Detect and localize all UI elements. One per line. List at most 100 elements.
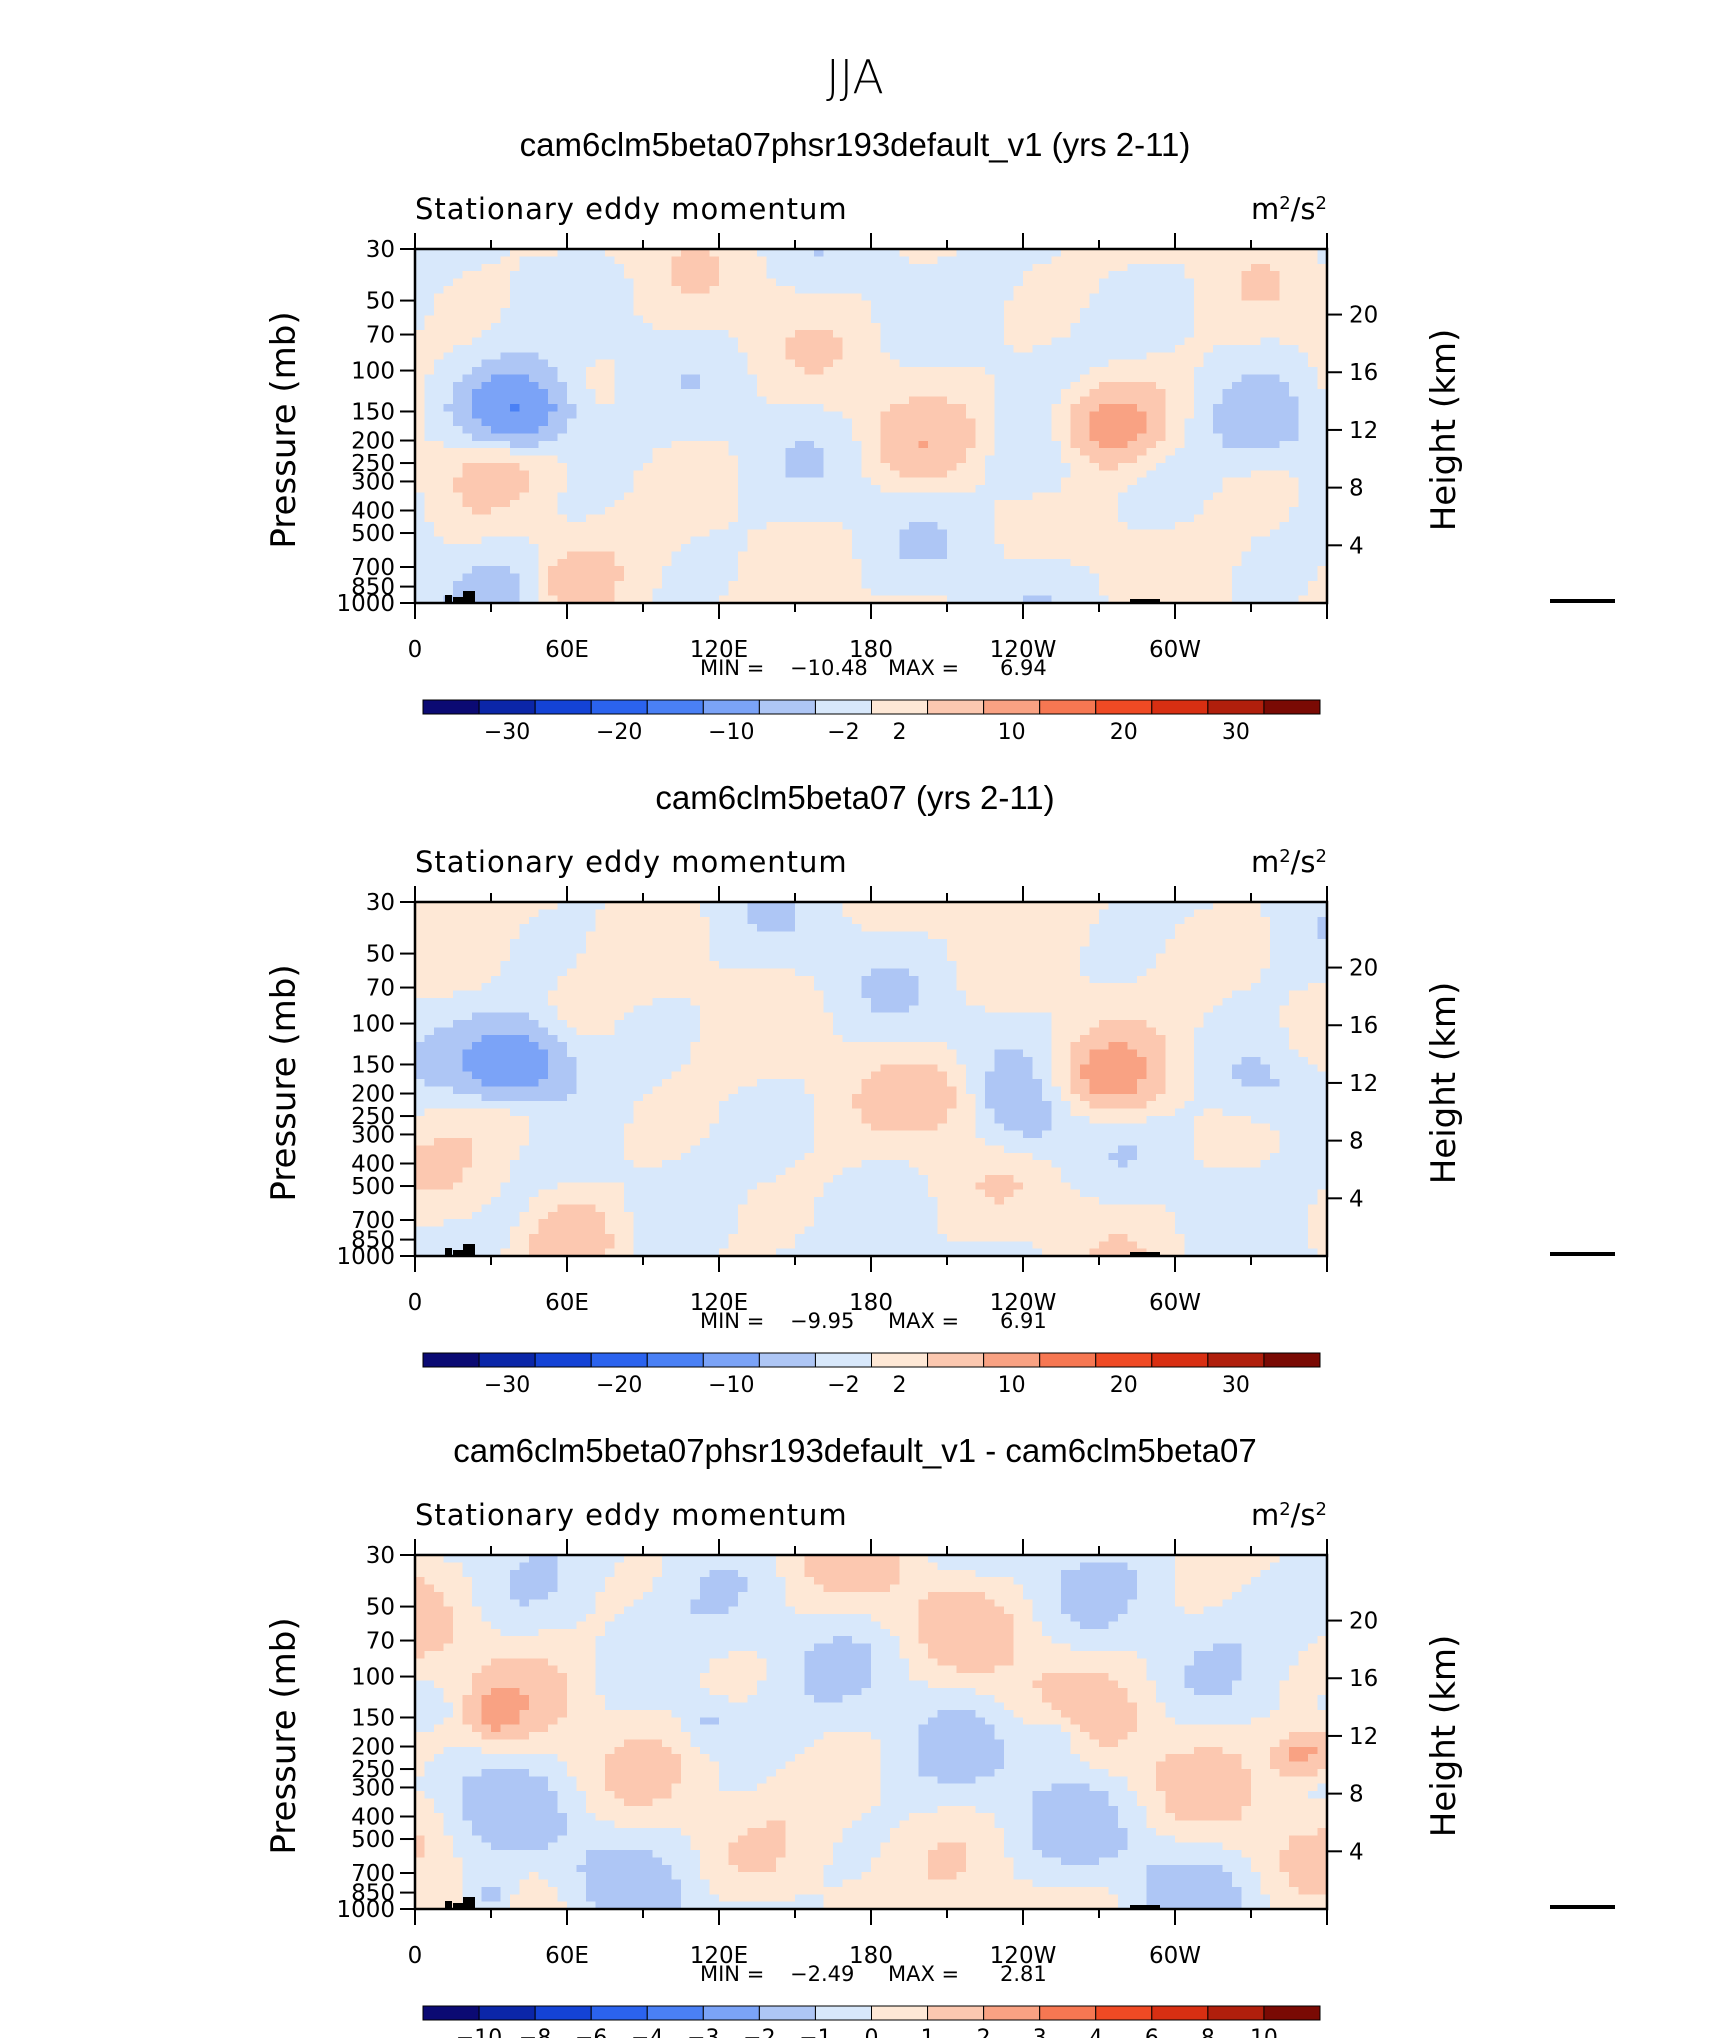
heatmap-cell [833, 308, 844, 316]
heatmap-cell [662, 367, 673, 375]
heatmap-cell [633, 588, 644, 597]
heatmap-cell [605, 426, 616, 434]
heatmap-cell [1023, 322, 1034, 331]
heatmap-cell [1251, 477, 1262, 486]
heatmap-cell [671, 418, 682, 427]
heatmap-cell [709, 285, 720, 294]
heatmap-cell [804, 352, 815, 361]
heatmap-cell [1146, 440, 1157, 449]
heatmap-cell [491, 588, 502, 597]
heatmap-cell [823, 403, 834, 412]
heatmap-cell [1118, 337, 1129, 346]
heatmap-cell [1279, 573, 1290, 582]
heatmap-cell [966, 426, 977, 434]
heatmap-cell [1108, 499, 1119, 508]
heatmap-cell [937, 381, 948, 390]
heatmap-cell [1194, 300, 1205, 309]
heatmap-cell [643, 440, 654, 449]
heatmap-cell [757, 426, 768, 434]
heatmap-cell [453, 558, 464, 567]
heatmap-cell [785, 916, 796, 925]
heatmap-cell [804, 529, 815, 538]
heatmap-cell [985, 573, 996, 582]
heatmap-cell [738, 573, 749, 582]
heatmap-cell [671, 352, 682, 361]
heatmap-cell [1108, 293, 1119, 302]
heatmap-cell [747, 492, 758, 501]
heatmap-cell [1023, 293, 1034, 302]
heatmap-cell [1089, 322, 1100, 331]
heatmap-cell [757, 330, 768, 339]
heatmap-cell [1241, 315, 1252, 324]
heatmap-cell [1108, 916, 1119, 925]
heatmap-cell [443, 403, 454, 412]
heatmap-cell [1251, 256, 1262, 265]
heatmap-cell [795, 352, 806, 361]
heatmap-cell [890, 551, 901, 560]
heatmap-cell [795, 256, 806, 265]
heatmap-cell [576, 492, 587, 501]
heatmap-cell [1232, 455, 1243, 464]
heatmap-cell [719, 514, 730, 523]
heatmap-cell [776, 293, 787, 302]
heatmap-cell [861, 470, 872, 479]
heatmap-cell [481, 566, 492, 575]
heatmap-cell [1241, 337, 1252, 346]
heatmap-cell [1175, 470, 1186, 479]
heatmap-cell [823, 300, 834, 309]
heatmap-cell [1289, 418, 1300, 427]
heatmap-cell [1194, 396, 1205, 405]
heatmap-cell [994, 381, 1005, 390]
heatmap-cell [795, 249, 806, 257]
heatmap-cell [1108, 573, 1119, 582]
heatmap-cell [434, 278, 445, 287]
heatmap-cell [1203, 536, 1214, 545]
heatmap-cell [1051, 249, 1062, 257]
heatmap-cell [1013, 485, 1024, 493]
heatmap-cell [966, 337, 977, 346]
heatmap-cell [415, 308, 426, 316]
heatmap-cell [985, 411, 996, 420]
heatmap-cell [510, 389, 521, 398]
heatmap-cell [918, 595, 929, 604]
heatmap-cell [1023, 249, 1034, 257]
heatmap-cell [918, 566, 929, 575]
colorbar-swatch [983, 699, 1041, 715]
heatmap-cell [1127, 308, 1138, 316]
heatmap-cell [1270, 492, 1281, 501]
heatmap-cell [624, 902, 635, 910]
heatmap-cell [1099, 514, 1110, 523]
heatmap-cell [776, 271, 787, 280]
heatmap-cell [1194, 359, 1205, 368]
heatmap-cell [871, 278, 882, 287]
heatmap-cell [652, 418, 663, 427]
heatmap-cell [491, 514, 502, 523]
heatmap-cell [890, 315, 901, 324]
heatmap-cell [1080, 448, 1091, 457]
heatmap-cell [652, 558, 663, 567]
heatmap-cell [966, 389, 977, 398]
heatmap-cell [823, 337, 834, 346]
heatmap-cell [681, 916, 692, 925]
heatmap-cell [766, 426, 777, 434]
colorbar-swatch [422, 699, 480, 715]
heatmap-cell [1032, 315, 1043, 324]
heatmap-cell [814, 344, 825, 353]
heatmap-cell [823, 344, 834, 353]
heatmap-cell [1308, 403, 1319, 412]
heatmap-cell [453, 433, 464, 442]
heatmap-cell [852, 315, 863, 324]
heatmap-cell [1089, 381, 1100, 390]
heatmap-cell [1156, 507, 1167, 516]
heatmap-cell [890, 426, 901, 434]
heatmap-cell [1127, 315, 1138, 324]
heatmap-cell [1127, 433, 1138, 442]
heatmap-cell [576, 337, 587, 346]
heatmap-cell [662, 263, 673, 272]
heatmap-cell [567, 278, 578, 287]
heatmap-cell [823, 462, 834, 471]
heatmap-cell [728, 256, 739, 265]
heatmap-cell [994, 418, 1005, 427]
heatmap-cell [842, 514, 853, 523]
heatmap-cell [1203, 440, 1214, 449]
